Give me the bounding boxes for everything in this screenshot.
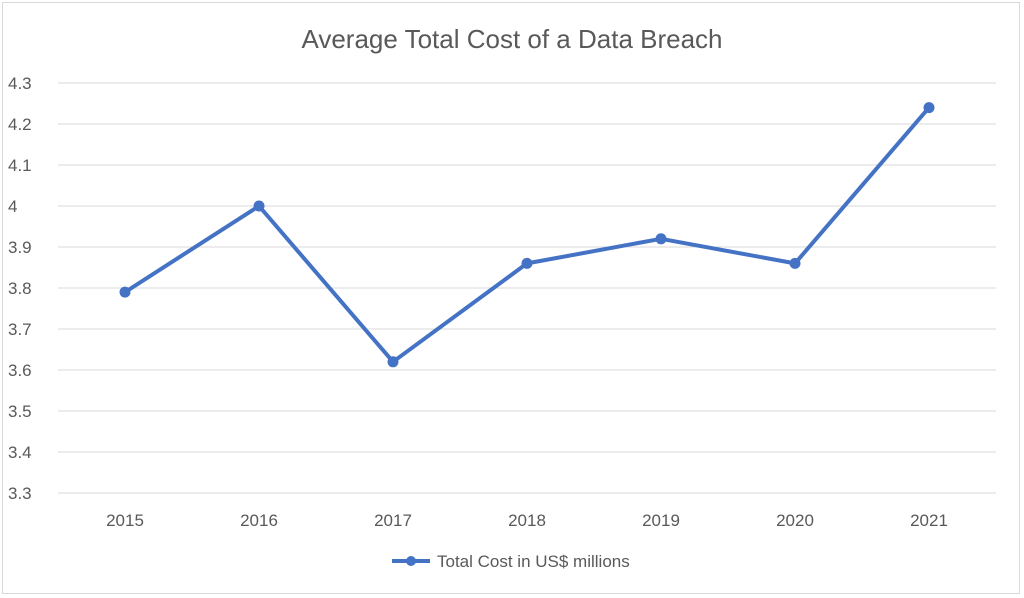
x-tick-label: 2020 — [776, 511, 814, 530]
gridlines — [58, 82, 996, 494]
data-point — [521, 257, 533, 269]
y-tick-label: 4.3 — [8, 74, 32, 93]
data-point — [789, 257, 801, 269]
series-line — [123, 105, 931, 364]
series-layer — [119, 102, 935, 368]
x-axis-ticks: 2015 2016 2017 2018 2019 2020 2021 — [106, 511, 948, 530]
x-tick-label: 2015 — [106, 511, 144, 530]
legend-swatch-marker — [406, 556, 416, 566]
y-tick-label: 3.9 — [8, 238, 32, 257]
legend-label: Total Cost in US$ millions — [437, 552, 630, 571]
x-tick-label: 2017 — [374, 511, 412, 530]
data-point — [387, 356, 399, 368]
y-tick-label: 3.4 — [8, 443, 32, 462]
y-tick-label: 4.1 — [8, 156, 32, 175]
x-tick-label: 2021 — [910, 511, 948, 530]
data-point — [655, 233, 667, 245]
data-point — [119, 286, 131, 298]
y-tick-label: 4.2 — [8, 115, 32, 134]
data-point — [923, 102, 935, 114]
y-tick-label: 3.6 — [8, 361, 32, 380]
x-tick-label: 2016 — [240, 511, 278, 530]
y-axis-ticks: 3.3 3.4 3.5 3.6 3.7 3.8 3.9 4 4.1 4.2 4.3 — [8, 74, 32, 503]
y-tick-label: 3.7 — [8, 320, 32, 339]
x-tick-label: 2019 — [642, 511, 680, 530]
x-tick-label: 2018 — [508, 511, 546, 530]
y-tick-label: 3.5 — [8, 402, 32, 421]
y-tick-label: 4 — [8, 197, 17, 216]
y-tick-label: 3.8 — [8, 279, 32, 298]
legend: Total Cost in US$ millions — [392, 552, 630, 571]
y-tick-label: 3.3 — [8, 484, 32, 503]
data-point — [253, 200, 265, 212]
chart-title: Average Total Cost of a Data Breach — [301, 24, 722, 54]
